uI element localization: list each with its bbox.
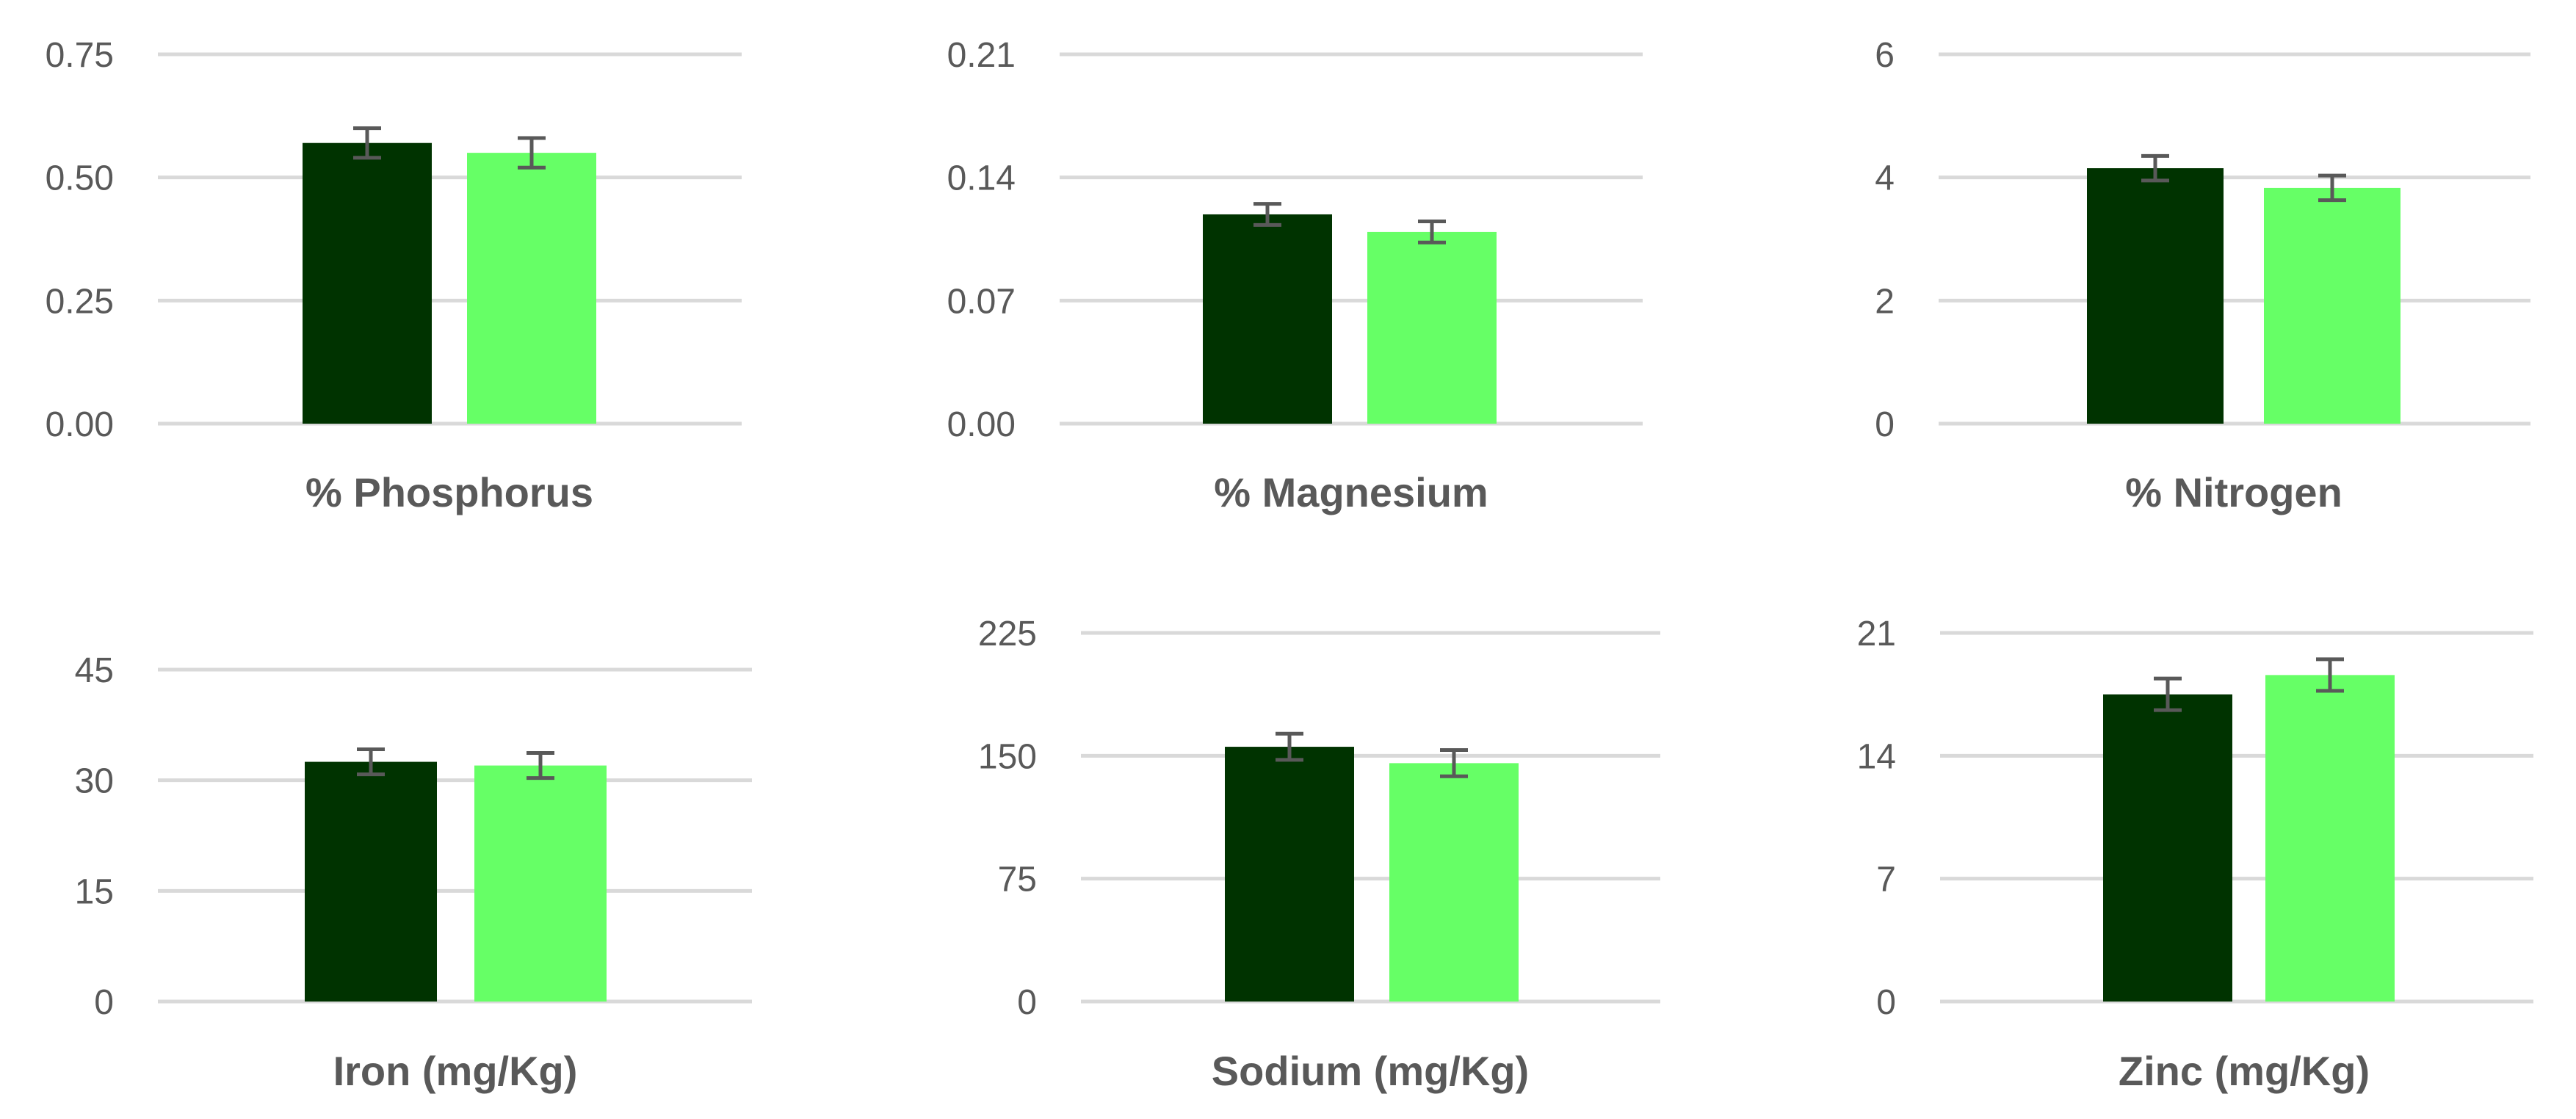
error-bar xyxy=(1276,731,1303,762)
chart-panel-3: 0 2 4 6 % Nitrogen xyxy=(1875,36,2530,515)
chart-title: % Nitrogen xyxy=(2125,469,2342,515)
y-tick-label: 150 xyxy=(978,737,1037,776)
chart-title: Sodium (mg/Kg) xyxy=(1212,1048,1529,1094)
error-bar xyxy=(527,751,554,781)
y-tick-label: 7 xyxy=(1876,861,1896,899)
bar-series-2 xyxy=(1367,231,1497,424)
bar-series-2 xyxy=(1389,763,1519,1002)
y-tick-label: 14 xyxy=(1857,737,1896,776)
chart-panel-5: 0 75 150 225 Sodium (mg/Kg) xyxy=(978,615,1660,1094)
error-bar xyxy=(357,747,385,777)
error-bar xyxy=(2318,173,2346,203)
y-tick-label: 0.07 xyxy=(947,282,1016,321)
chart-panel-6: 0 7 14 21 Zinc (mg/Kg) xyxy=(1857,615,2533,1094)
y-tick-label: 30 xyxy=(75,762,114,801)
bar-series-2 xyxy=(2265,675,2395,1002)
bar-series-1 xyxy=(1225,747,1354,1002)
bar-series-1 xyxy=(2087,168,2224,424)
bar-series-1 xyxy=(1203,214,1332,424)
y-tick-label: 0 xyxy=(1017,983,1037,1022)
y-tick-label: 0.21 xyxy=(947,36,1016,75)
y-tick-label: 2 xyxy=(1875,282,1895,321)
chart-panel-4: 0 15 30 45 Iron (mg/Kg) xyxy=(75,651,752,1094)
y-tick-label: 0.14 xyxy=(947,159,1016,198)
error-bar xyxy=(2154,676,2182,712)
error-bar xyxy=(1440,748,1468,778)
y-tick-label: 0.25 xyxy=(46,282,114,321)
bar-series-1 xyxy=(305,761,437,1002)
y-tick-label: 225 xyxy=(978,615,1037,653)
bar-series-2 xyxy=(2264,187,2400,424)
y-tick-label: 21 xyxy=(1857,615,1896,653)
chart-title: % Magnesium xyxy=(1214,469,1488,515)
chart-panel-2: 0.00 0.07 0.14 0.21 % Magnesium xyxy=(947,36,1643,515)
y-tick-label: 0.75 xyxy=(46,36,114,75)
error-bar xyxy=(1418,220,1446,245)
y-tick-label: 4 xyxy=(1875,159,1895,198)
y-tick-label: 0 xyxy=(1876,983,1896,1022)
y-tick-label: 0.00 xyxy=(46,405,114,444)
y-tick-label: 75 xyxy=(998,861,1037,899)
error-bar xyxy=(353,126,381,160)
bar-series-1 xyxy=(303,142,432,424)
bar-series-1 xyxy=(2103,694,2232,1002)
chart-title: % Phosphorus xyxy=(305,469,593,515)
y-tick-label: 45 xyxy=(75,651,114,690)
bar-series-2 xyxy=(474,765,607,1002)
error-bar xyxy=(2141,153,2169,183)
chart-title: Iron (mg/Kg) xyxy=(333,1048,578,1094)
y-tick-label: 6 xyxy=(1875,36,1895,75)
y-tick-label: 0 xyxy=(1875,405,1895,444)
error-bar xyxy=(2316,657,2344,693)
chart-panel-1: 0.00 0.25 0.50 0.75 % Phosphorus xyxy=(46,36,742,515)
y-tick-label: 15 xyxy=(75,872,114,911)
y-tick-label: 0.50 xyxy=(46,159,114,198)
error-bar xyxy=(518,136,546,170)
chart-title: Zinc (mg/Kg) xyxy=(2119,1048,2370,1094)
y-tick-label: 0 xyxy=(94,983,114,1022)
error-bar xyxy=(1253,202,1281,227)
bar-series-2 xyxy=(467,153,596,424)
y-tick-label: 0.00 xyxy=(947,405,1016,444)
